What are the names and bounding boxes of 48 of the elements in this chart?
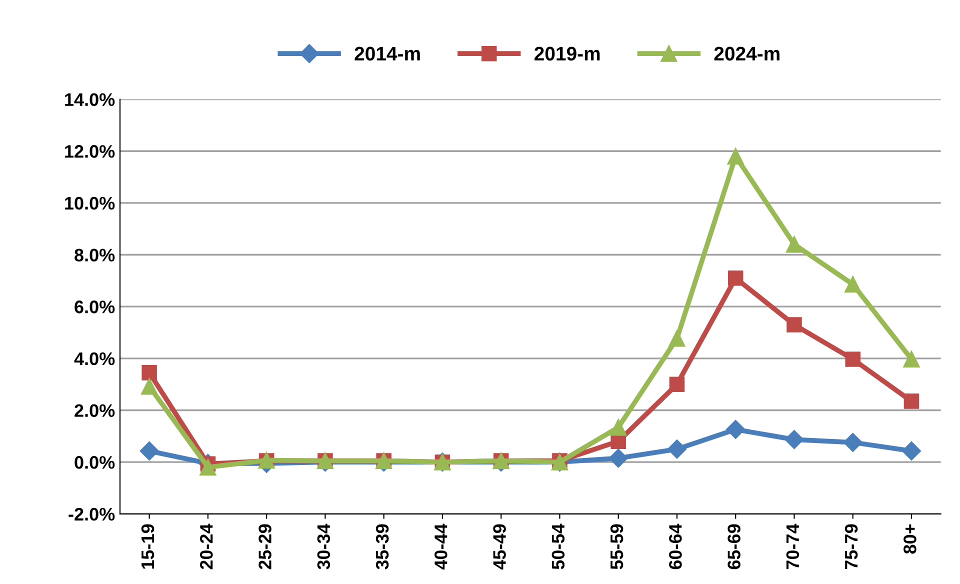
y-tick-label: 8.0% — [74, 248, 115, 262]
point — [727, 148, 744, 165]
point — [669, 376, 685, 392]
point — [142, 365, 157, 380]
x-tick-label: 30-34 — [317, 524, 330, 570]
x-tick-label: 25-29 — [258, 524, 272, 570]
point — [843, 432, 862, 452]
x-tick-label: 80+ — [904, 524, 916, 554]
x-tick-label: 35-39 — [376, 524, 389, 570]
x-tick-label: 40-44 — [434, 524, 448, 570]
y-tick-label: 12.0% — [65, 145, 115, 158]
point — [784, 430, 804, 450]
legend-label: 2014-m — [354, 46, 420, 61]
y-tick-label: 14.0% — [65, 93, 115, 106]
x-tick-label: 50-54 — [552, 524, 565, 570]
y-tick-label: 6.0% — [74, 300, 115, 314]
x-tick-label: 15-19 — [141, 524, 154, 569]
x-tick-label: 45-49 — [493, 524, 506, 570]
point — [140, 378, 158, 395]
x-tick-label: 60-64 — [669, 524, 682, 570]
point — [726, 420, 746, 439]
point — [668, 330, 686, 347]
x-tick-label: 55-59 — [610, 524, 624, 570]
point — [610, 434, 626, 449]
y-tick-label: 2.0% — [74, 404, 115, 417]
point — [608, 448, 628, 468]
point — [667, 440, 687, 459]
point — [728, 270, 744, 286]
y-tick-label: 0.0% — [74, 456, 115, 469]
point — [844, 276, 862, 293]
point — [610, 419, 627, 436]
point — [200, 458, 216, 476]
x-tick-label: 70-74 — [786, 524, 800, 570]
legend-label: 2019-m — [534, 46, 600, 61]
x-tick-label: 75-79 — [844, 524, 858, 570]
x-tick-label: 65-69 — [728, 524, 740, 570]
point — [845, 352, 860, 367]
y-tick-label: 10.0% — [65, 196, 115, 210]
point — [903, 350, 920, 368]
x-tick-label: 20-24 — [200, 524, 213, 570]
legend-label: 2024-m — [714, 46, 780, 61]
y-tick-label: -2.0% — [68, 508, 115, 521]
point — [140, 441, 159, 460]
point — [786, 317, 802, 332]
y-tick-label: 4.0% — [74, 352, 115, 366]
point — [786, 236, 803, 253]
point — [902, 441, 922, 460]
point — [904, 394, 920, 409]
